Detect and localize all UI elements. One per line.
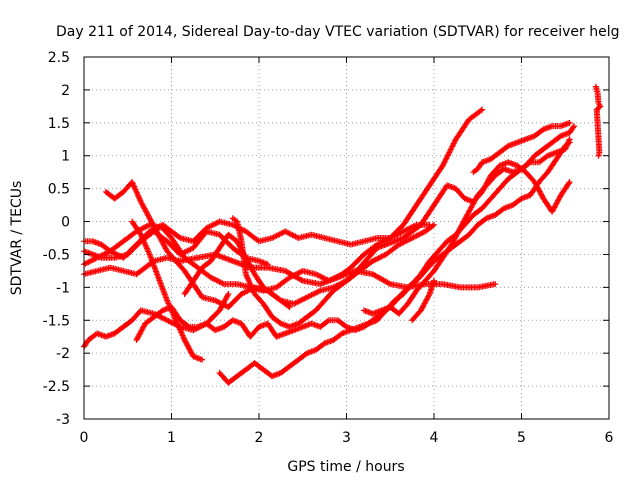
chart-title: Day 211 of 2014, Sidereal Day-to-day VTE… [56,24,619,40]
y-tick-label: 2 [61,83,70,99]
data-point [570,124,577,131]
y-tick-labels: 2.5 2 1.5 1 0.5 0 -0.5 -1 -1.5 -2 -2.5 -3 [43,50,70,428]
data-point [594,105,601,112]
data-point [526,160,532,167]
data-series [81,218,433,261]
data-point [431,277,437,284]
y-axis-title: SDTVAR / TECUs [9,181,25,296]
data-point [225,290,232,297]
x-tick-label: 1 [167,430,176,446]
data-point [479,106,486,113]
x-tick-label: 3 [342,430,351,446]
data-point [425,292,432,299]
data-series [361,136,573,317]
data-point [566,119,573,126]
data-series [229,159,573,330]
data-point [566,179,573,186]
data-point [431,221,437,228]
x-tick-labels: 0 1 2 3 4 5 6 [80,430,614,446]
data-point [176,234,182,241]
data-point [566,136,573,143]
axis-ticks [83,56,610,420]
y-tick-label: -1.5 [43,313,70,329]
x-tick-label: 4 [430,430,439,446]
data-point [429,222,436,229]
y-tick-label: 2.5 [48,50,70,66]
data-point [286,304,293,311]
data-point [595,152,602,159]
data-point [385,280,392,287]
y-tick-label: 0 [61,215,70,231]
y-tick-label: 0.5 [48,182,70,198]
data-series [181,231,293,311]
data-series [129,218,206,363]
y-tick-label: -1 [56,280,70,296]
data-series [470,119,573,176]
x-axis-title: GPS time / hours [287,459,404,475]
data-point [184,322,191,329]
y-tick-label: -2 [56,346,70,362]
data-series [409,277,437,324]
data-point [199,356,206,363]
data-point [285,303,292,310]
data-point [224,292,231,299]
data-point [565,180,572,187]
data-point [492,281,499,288]
data-point [324,318,331,325]
y-tick-label: -2.5 [43,379,70,395]
x-tick-label: 5 [517,430,526,446]
y-tick-label: -0.5 [43,247,70,263]
data-point [571,123,577,130]
data-point [477,107,484,114]
x-tick-label: 6 [605,430,614,446]
data-point [298,277,305,284]
x-tick-label: 0 [80,430,89,446]
data-series [592,83,604,159]
y-tick-label: 1 [61,149,70,165]
y-tick-label: 1.5 [48,116,70,132]
x-tick-label: 2 [255,430,264,446]
data-points [81,83,604,386]
y-tick-label: -3 [56,412,70,428]
